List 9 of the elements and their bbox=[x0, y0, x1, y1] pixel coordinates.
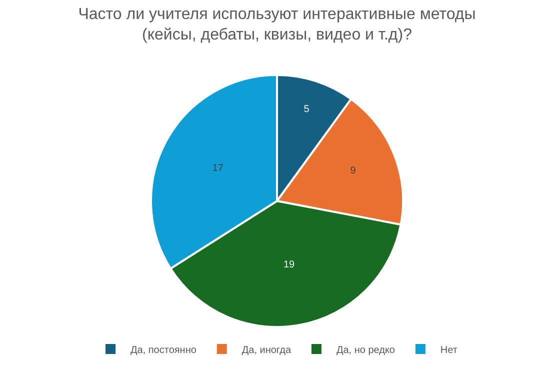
legend-label: Да, иногда bbox=[242, 344, 292, 356]
data-label: 19 bbox=[283, 260, 296, 271]
data-label: 5 bbox=[304, 104, 310, 115]
legend-label: Нет bbox=[440, 344, 458, 356]
legend-label: Да, постоянно bbox=[130, 344, 197, 356]
legend-label: Да, но редко bbox=[336, 344, 396, 356]
data-label: 17 bbox=[212, 163, 224, 174]
chart-title: Часто ли учителя используют интерактивные методы (кейсы, дебаты, квизы, видео и т.д)? bbox=[78, 6, 476, 44]
data-label: 9 bbox=[350, 165, 356, 176]
